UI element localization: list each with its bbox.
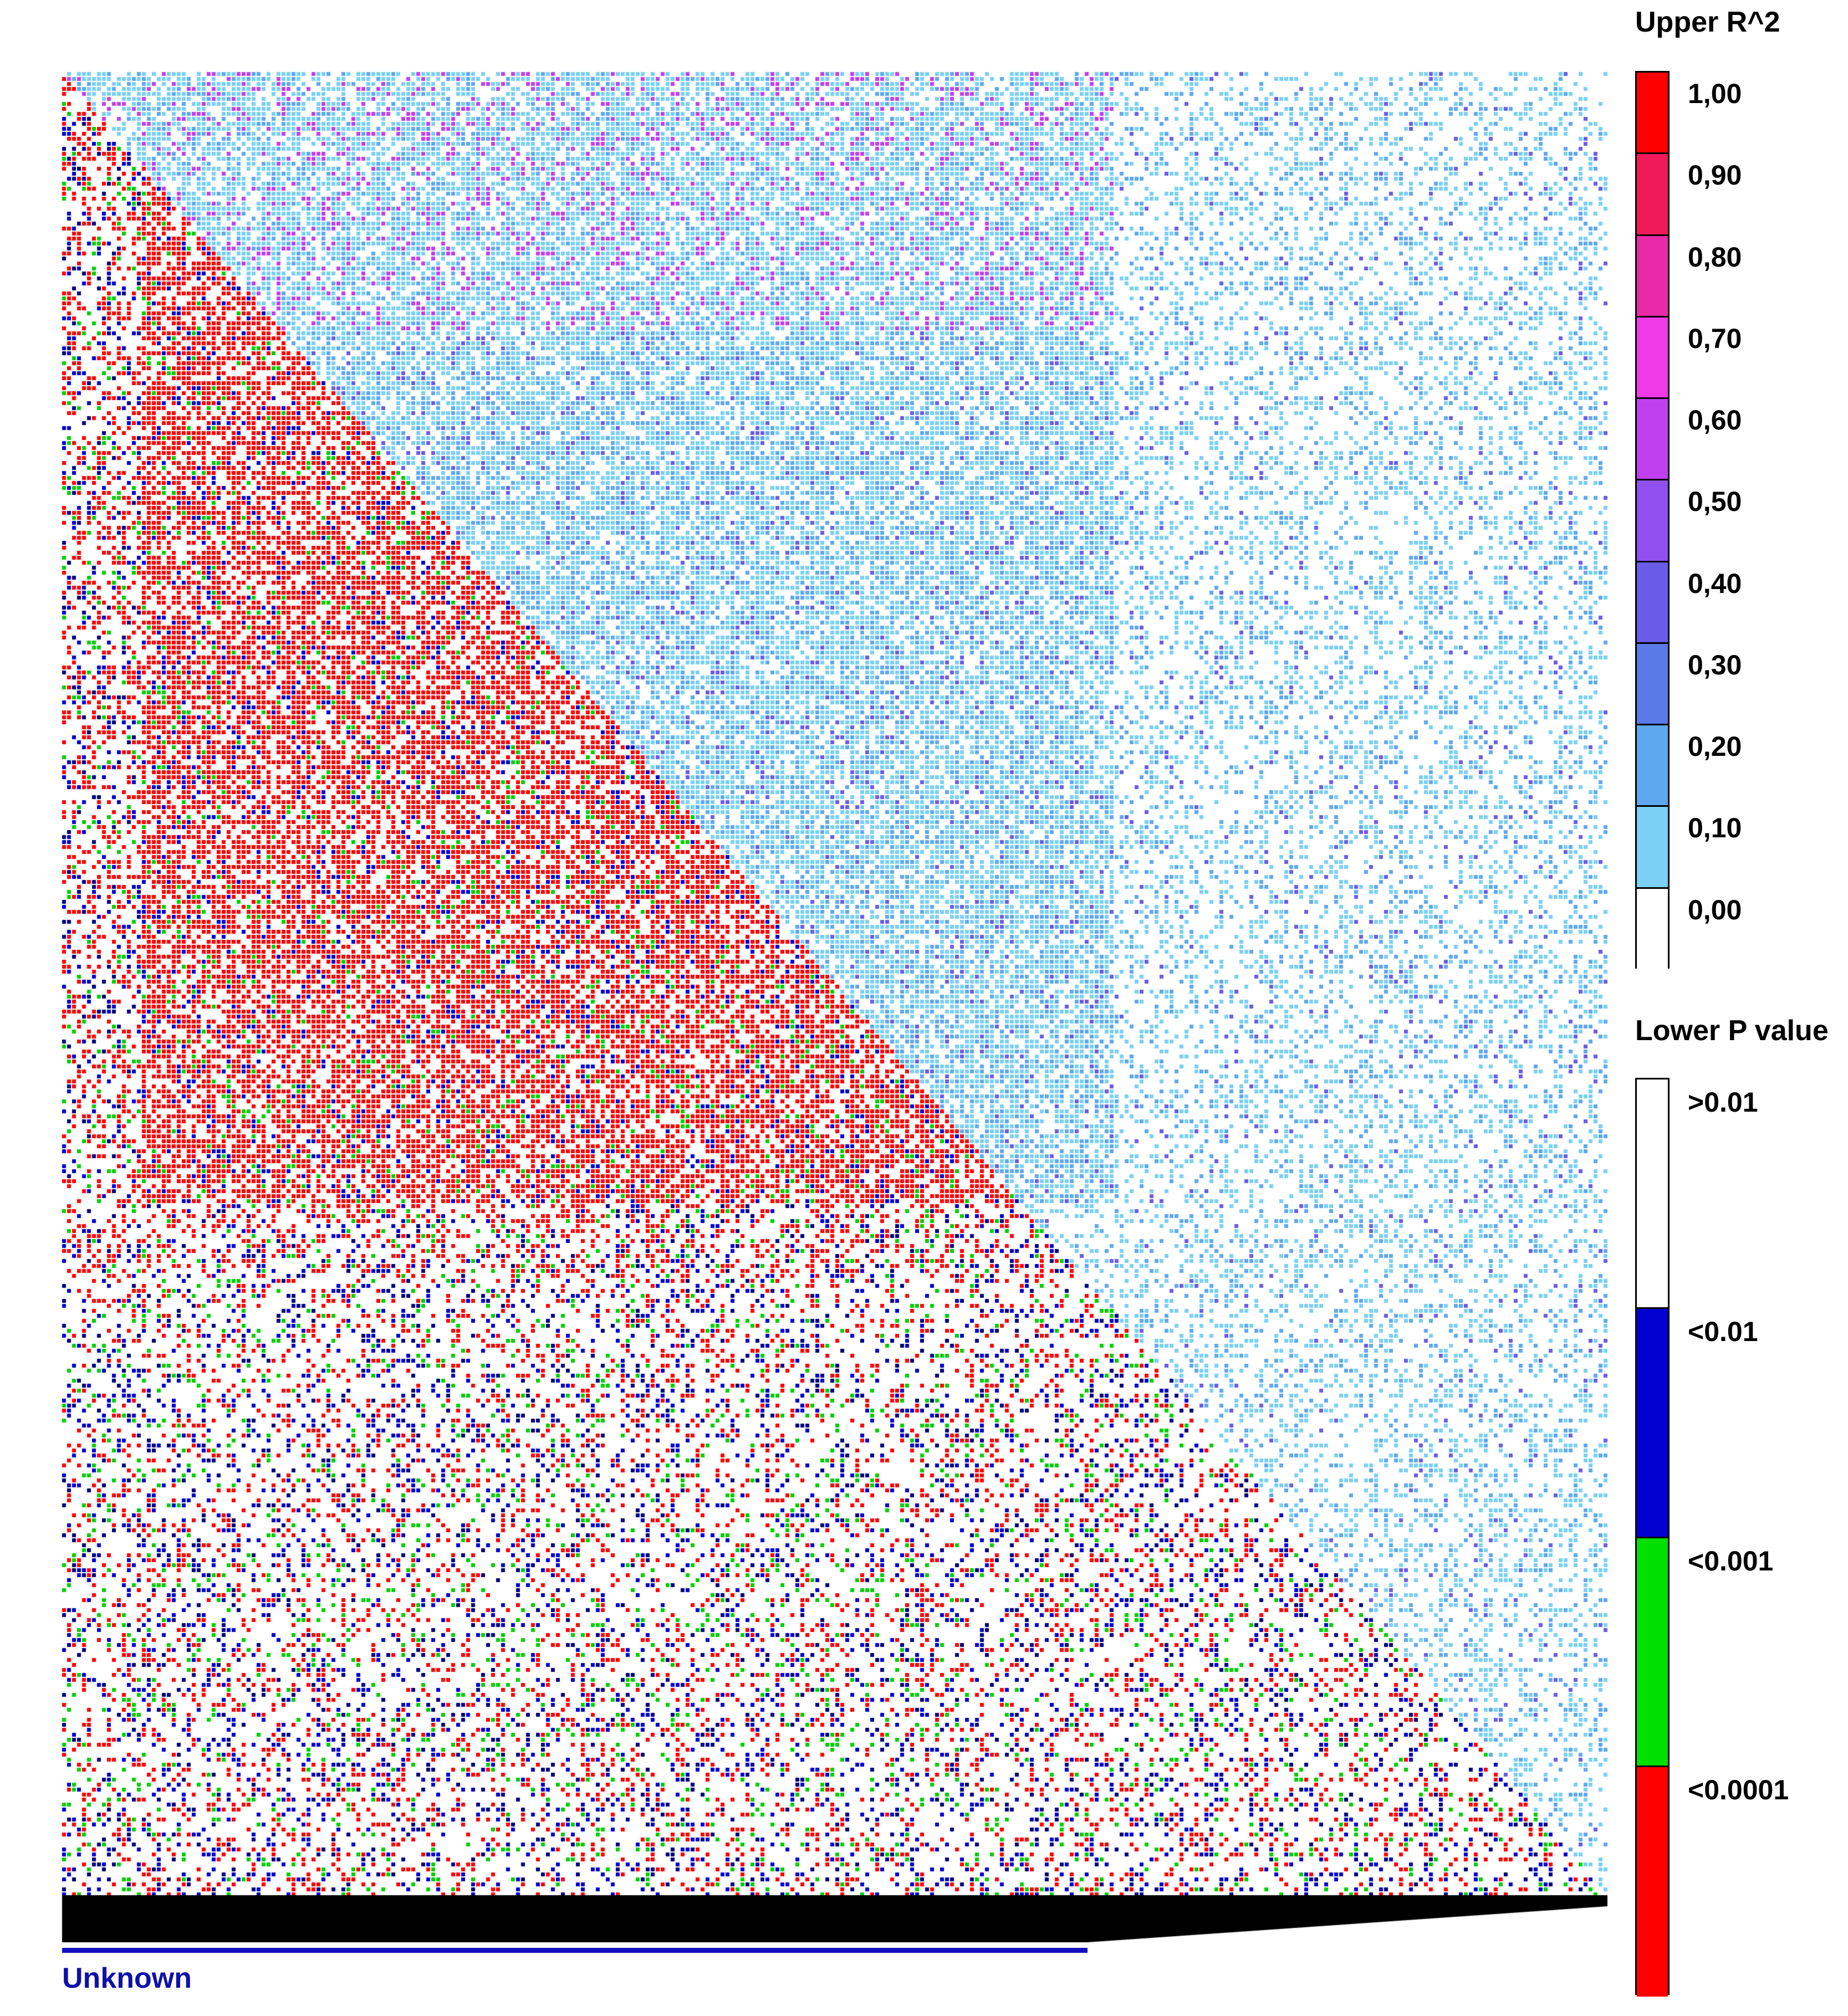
upper-legend-swatch xyxy=(1637,807,1668,889)
upper-legend-swatch xyxy=(1637,154,1668,236)
upper-legend-tick-label: 0,10 xyxy=(1688,812,1742,844)
lower-legend-category-label: <0.001 xyxy=(1688,1545,1774,1577)
upper-legend-tick-label: 0,80 xyxy=(1688,241,1742,273)
upper-legend-swatch xyxy=(1637,725,1668,807)
region-label: Unknown xyxy=(62,1962,192,1994)
upper-legend-tick-label: 0,60 xyxy=(1688,405,1742,436)
upper-legend-tick-label: 1,00 xyxy=(1688,78,1742,109)
upper-legend-swatch xyxy=(1637,480,1668,562)
upper-legend-tick-label: 0,50 xyxy=(1688,486,1742,518)
upper-legend-title: Upper R^2 xyxy=(1635,6,1780,38)
lower-legend-swatch xyxy=(1637,1308,1668,1538)
upper-legend-tick-label: 0,90 xyxy=(1688,160,1742,191)
lower-legend-swatch xyxy=(1637,1079,1668,1309)
lower-legend-swatch xyxy=(1637,1538,1668,1768)
upper-legend-swatch xyxy=(1637,73,1668,155)
upper-legend-tick-label: 0,30 xyxy=(1688,649,1742,680)
lower-legend-title: Lower P value xyxy=(1635,1015,1829,1047)
upper-legend-swatch xyxy=(1637,317,1668,400)
upper-legend-tick-label: 0,70 xyxy=(1688,323,1742,354)
upper-legend-tick-label: 0,00 xyxy=(1688,894,1742,925)
lower-legend-category-label: >0.01 xyxy=(1688,1087,1758,1118)
upper-legend-swatch xyxy=(1637,643,1668,726)
lower-legend-swatch xyxy=(1637,1767,1668,1997)
upper-legend-swatch xyxy=(1637,888,1668,970)
region-line xyxy=(62,1948,1088,1953)
upper-legend-colorbar xyxy=(1635,71,1670,970)
upper-legend-swatch xyxy=(1637,562,1668,644)
lower-legend-colorbar xyxy=(1635,1078,1670,1997)
upper-legend-swatch xyxy=(1637,399,1668,481)
lower-legend-category-label: <0.0001 xyxy=(1688,1774,1789,1806)
lower-legend-category-label: <0.01 xyxy=(1688,1316,1758,1347)
upper-legend-swatch xyxy=(1637,236,1668,318)
upper-legend-tick-label: 0,40 xyxy=(1688,567,1742,599)
upper-legend-tick-label: 0,20 xyxy=(1688,731,1742,763)
